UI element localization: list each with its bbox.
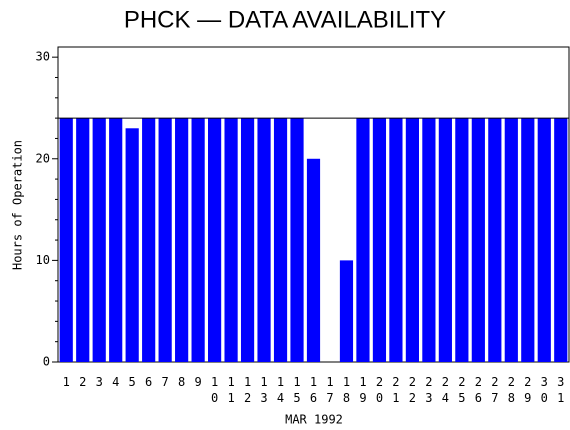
bar xyxy=(109,118,123,363)
bar xyxy=(273,118,288,363)
x-tick-label: 1 xyxy=(63,375,70,389)
bar xyxy=(438,118,452,363)
bar xyxy=(521,118,535,363)
bar xyxy=(471,118,485,363)
bar xyxy=(125,128,139,362)
bar xyxy=(224,118,238,363)
y-axis-label: Hours of Operation xyxy=(11,140,25,270)
x-tick-label: 8 xyxy=(178,375,185,389)
y-tick-label: 0 xyxy=(43,355,50,369)
bar xyxy=(422,118,436,363)
y-tick-label: 10 xyxy=(36,253,50,267)
bar xyxy=(455,118,469,363)
bar xyxy=(257,118,271,363)
bar xyxy=(191,118,205,363)
bar xyxy=(76,118,90,363)
bar xyxy=(240,118,255,363)
bar xyxy=(142,118,156,363)
bar xyxy=(405,118,419,363)
bar xyxy=(504,118,518,363)
bar xyxy=(59,118,73,363)
x-tick-label: 7 xyxy=(162,375,169,389)
y-tick-label: 20 xyxy=(36,151,50,165)
bar xyxy=(537,118,551,363)
bar xyxy=(488,118,502,363)
chart-title: PHCK — DATA AVAILABILITY xyxy=(124,6,446,33)
y-tick-label: 30 xyxy=(36,50,50,64)
x-tick-label: 6 xyxy=(145,375,152,389)
bar xyxy=(92,118,106,363)
bar xyxy=(554,118,568,363)
bar xyxy=(339,260,354,362)
bar xyxy=(389,118,403,363)
bar xyxy=(372,118,387,363)
bar xyxy=(306,158,321,362)
x-axis-label: MAR 1992 xyxy=(285,413,343,427)
x-tick-label: 5 xyxy=(129,375,136,389)
bar xyxy=(208,118,222,363)
x-tick-label: 9 xyxy=(194,375,201,389)
x-tick-label: 3 xyxy=(96,375,103,389)
x-tick-label: 4 xyxy=(112,375,119,389)
bar xyxy=(158,118,172,363)
bar xyxy=(290,118,304,363)
bar xyxy=(356,118,370,363)
x-tick-label: 2 xyxy=(79,375,86,389)
bar xyxy=(175,118,189,363)
